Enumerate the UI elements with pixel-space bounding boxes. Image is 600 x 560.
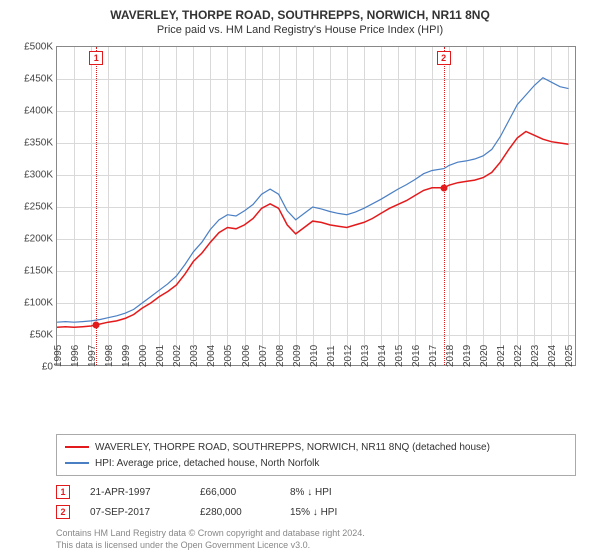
event-table-date: 21-APR-1997 <box>90 487 180 498</box>
event-table-price: £66,000 <box>200 487 270 498</box>
footer-attribution: Contains HM Land Registry data © Crown c… <box>56 528 588 551</box>
event-dot <box>93 321 100 328</box>
chart: £0£50K£100K£150K£200K£250K£300K£350K£400… <box>12 42 588 402</box>
event-dot <box>440 184 447 191</box>
page-title: WAVERLEY, THORPE ROAD, SOUTHREPPS, NORWI… <box>12 8 588 22</box>
event-table-row: 2 07-SEP-2017 £280,000 15% ↓ HPI <box>56 502 588 522</box>
y-axis-tick-label: £350K <box>24 138 57 149</box>
footer-line-2: This data is licensed under the Open Gov… <box>56 540 588 552</box>
y-axis-tick-label: £150K <box>24 266 57 277</box>
series-line-property <box>57 132 569 328</box>
plot-area: £0£50K£100K£150K£200K£250K£300K£350K£400… <box>56 46 576 366</box>
page-subtitle: Price paid vs. HM Land Registry's House … <box>12 24 588 36</box>
legend-swatch <box>65 462 89 464</box>
y-axis-tick-label: £400K <box>24 106 57 117</box>
y-axis-tick-label: £500K <box>24 42 57 53</box>
y-axis-tick-label: £300K <box>24 170 57 181</box>
event-table-marker: 1 <box>56 485 70 499</box>
event-table-price: £280,000 <box>200 507 270 518</box>
y-axis-tick-label: £450K <box>24 74 57 85</box>
series-line-hpi <box>57 78 569 323</box>
event-table: 1 21-APR-1997 £66,000 8% ↓ HPI 2 07-SEP-2017 £… <box>56 482 588 522</box>
series-svg <box>57 47 577 367</box>
event-table-marker: 2 <box>56 505 70 519</box>
event-table-pct: 8% ↓ HPI <box>290 487 370 498</box>
footer-line-1: Contains HM Land Registry data © Crown c… <box>56 528 588 540</box>
legend-swatch <box>65 446 89 448</box>
event-table-row: 1 21-APR-1997 £66,000 8% ↓ HPI <box>56 482 588 502</box>
event-table-date: 07-SEP-2017 <box>90 507 180 518</box>
event-table-pct: 15% ↓ HPI <box>290 507 370 518</box>
legend-label: WAVERLEY, THORPE ROAD, SOUTHREPPS, NORWI… <box>95 442 490 453</box>
y-axis-tick-label: £250K <box>24 202 57 213</box>
y-axis-tick-label: £50K <box>30 330 57 341</box>
legend-label: HPI: Average price, detached house, Nort… <box>95 458 319 469</box>
legend: WAVERLEY, THORPE ROAD, SOUTHREPPS, NORWI… <box>56 434 576 476</box>
legend-row: WAVERLEY, THORPE ROAD, SOUTHREPPS, NORWI… <box>65 439 567 455</box>
legend-row: HPI: Average price, detached house, Nort… <box>65 455 567 471</box>
y-axis-tick-label: £200K <box>24 234 57 245</box>
y-axis-tick-label: £100K <box>24 298 57 309</box>
